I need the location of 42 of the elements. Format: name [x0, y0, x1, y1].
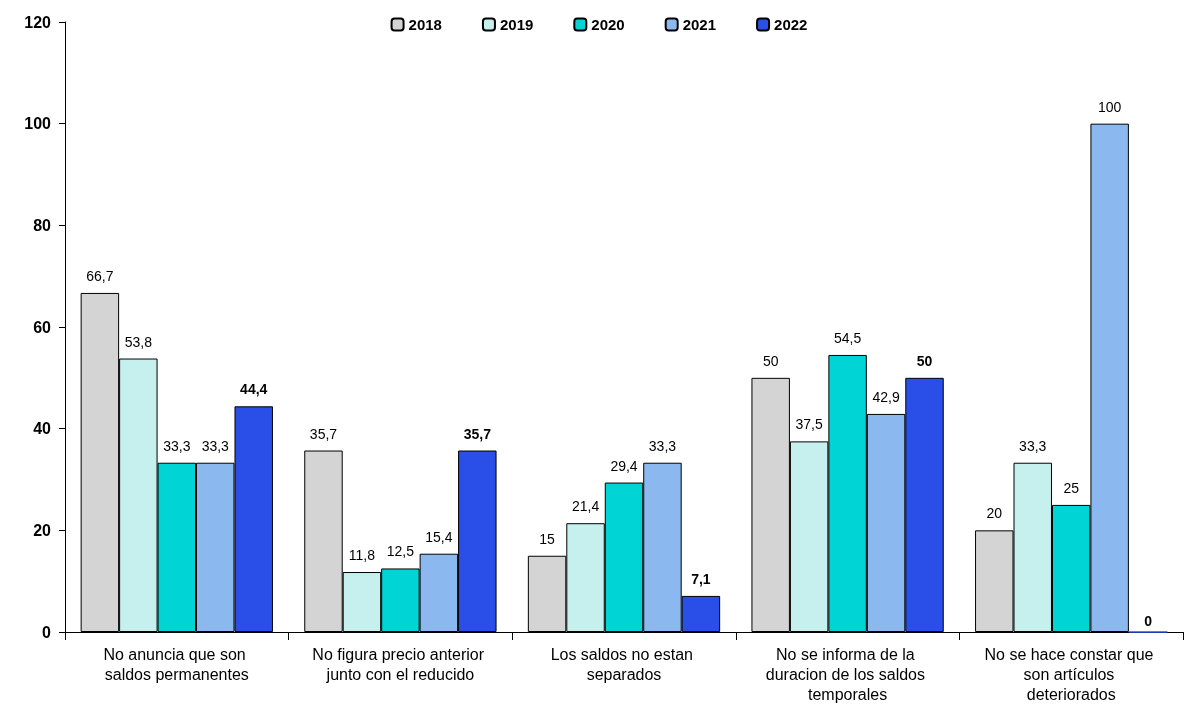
y-tick-label: 0: [42, 623, 52, 641]
data-label: 0: [1144, 612, 1153, 629]
data-label: 25: [1063, 479, 1080, 496]
data-label: 11,8: [348, 547, 376, 564]
legend-label: 2020: [591, 16, 625, 33]
data-label: 21,4: [571, 498, 600, 515]
data-label: 33,3: [648, 437, 677, 454]
data-label: 37,5: [795, 416, 823, 433]
data-label: 12,5: [386, 543, 415, 560]
data-label: 20: [986, 505, 1003, 522]
data-label: 7,1: [691, 570, 711, 587]
data-label: 53,8: [124, 333, 153, 350]
x-tick-label: No anuncia que son saldos permanentes: [103, 645, 251, 683]
data-label: 33,3: [201, 437, 230, 454]
data-label: 29,4: [610, 457, 638, 474]
y-tick-label: 40: [33, 420, 52, 438]
data-label: 33,3: [1019, 437, 1047, 454]
x-tick-label: No se hace constar que son artículos deteriorados: [984, 645, 1158, 703]
legend-label: 2019: [499, 16, 534, 33]
data-label: 66,7: [86, 267, 114, 284]
y-tick-label: 60: [33, 318, 52, 336]
legend-label: 2022: [774, 16, 808, 33]
data-label: 44,4: [240, 381, 268, 398]
y-tick-label: 80: [33, 216, 52, 234]
data-label: 35,7: [463, 425, 492, 442]
y-tick-label: 120: [24, 13, 52, 31]
x-tick-label: Los saldos no estan separados: [550, 645, 698, 683]
data-label: 100: [1097, 98, 1122, 115]
legend-label: 2021: [682, 16, 717, 33]
y-tick-label: 100: [24, 115, 52, 133]
x-tick-label: No se informa de la duracion de los saldos temporales: [765, 645, 930, 703]
data-label: 42,9: [872, 388, 900, 405]
data-label: 35,7: [309, 425, 338, 442]
data-label: 54,5: [833, 329, 862, 346]
data-label: 15: [539, 530, 556, 547]
data-label: 15,4: [425, 528, 453, 545]
legend-label: 2018: [408, 16, 442, 33]
data-label: 33,3: [163, 437, 191, 454]
data-label: 50: [916, 352, 933, 369]
x-tick-label: No figura precio anterior junto con el reducido: [312, 645, 489, 683]
y-tick-label: 20: [33, 521, 52, 539]
data-label: 50: [762, 352, 779, 369]
